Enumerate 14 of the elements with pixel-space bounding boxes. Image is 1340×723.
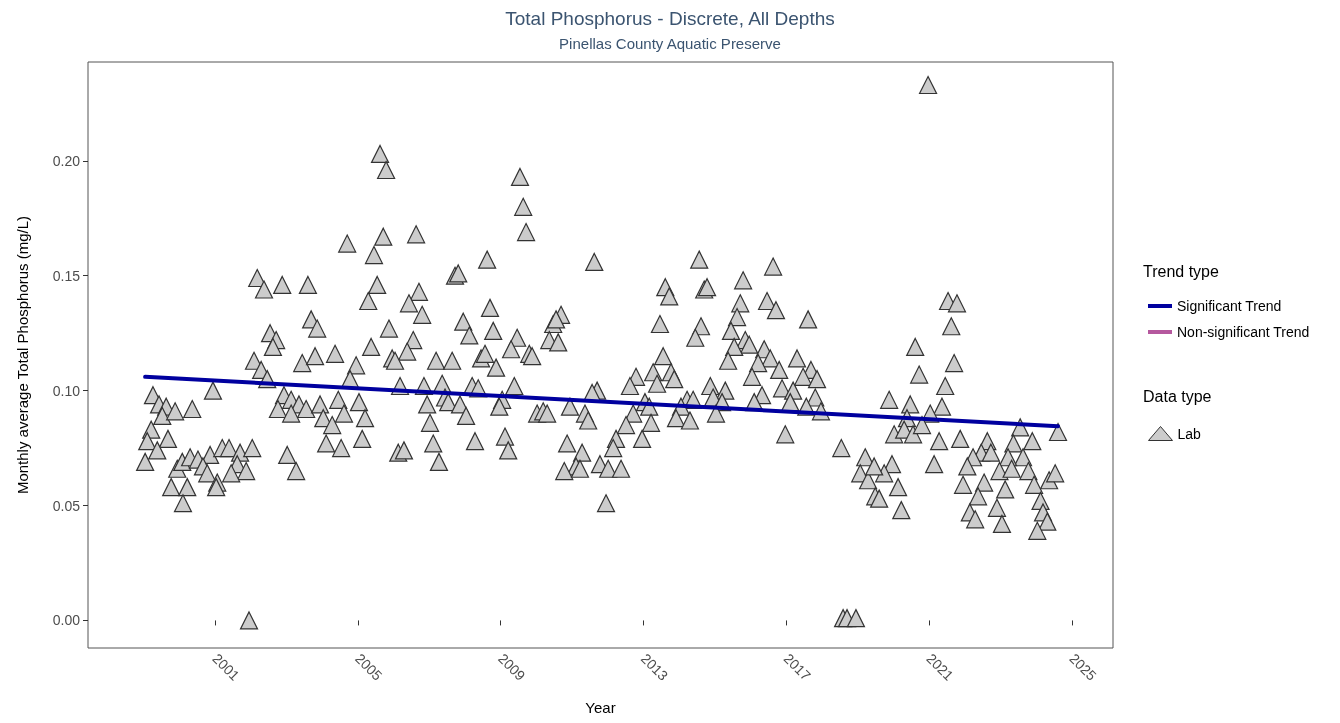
y-tick-label: 0.00	[52, 612, 81, 629]
legend-title: Trend type	[1143, 262, 1219, 280]
y-tick-label: 0.10	[52, 382, 81, 399]
legend-label: Lab	[1177, 425, 1202, 442]
x-axis-title: Year	[585, 699, 616, 716]
legend-label: Significant Trend	[1177, 298, 1282, 314]
y-axis-title: Monthly average Total Phosphorus (mg/L)	[14, 215, 31, 495]
text: Data type	[1143, 387, 1212, 405]
legend-label: Non-significant Trend	[1177, 324, 1310, 340]
chart-title: Total Phosphorus - Discrete, All Depths	[505, 8, 835, 29]
y-tick-label: 0.15	[52, 267, 81, 284]
y-tick-label: 0.05	[52, 497, 81, 514]
y-tick-label: 0.20	[52, 152, 81, 169]
chart-subtitle: Pinellas County Aquatic Preserve	[559, 35, 781, 52]
